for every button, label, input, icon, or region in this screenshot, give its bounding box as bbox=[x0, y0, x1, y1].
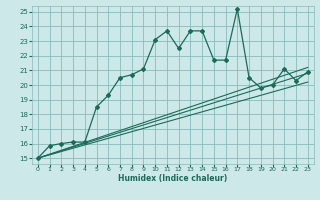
X-axis label: Humidex (Indice chaleur): Humidex (Indice chaleur) bbox=[118, 174, 228, 183]
